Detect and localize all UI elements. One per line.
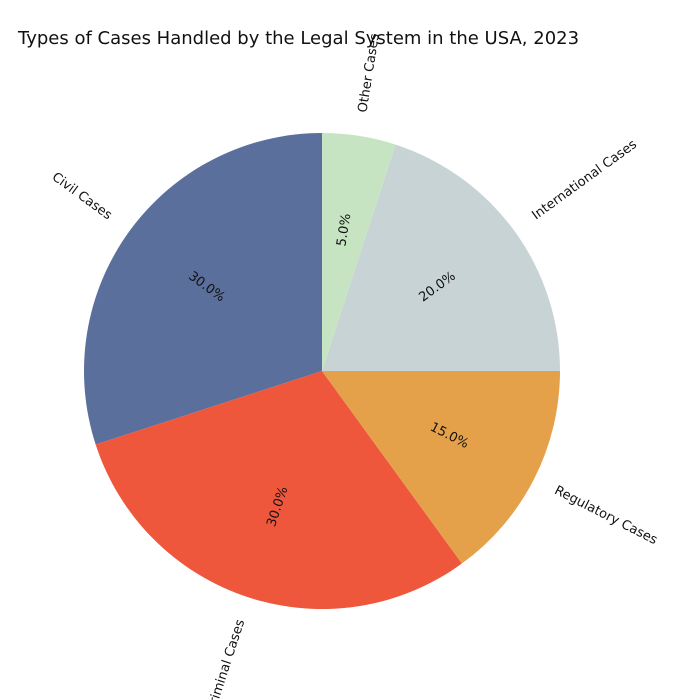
slice-category-label: Other Cases bbox=[356, 32, 383, 113]
slice-category-label: Regulatory Cases bbox=[552, 483, 660, 548]
slice-category-label: Criminal Cases bbox=[204, 617, 248, 700]
slice-category-label: International Cases bbox=[529, 137, 640, 223]
slice-category-label: Civil Cases bbox=[49, 170, 115, 224]
